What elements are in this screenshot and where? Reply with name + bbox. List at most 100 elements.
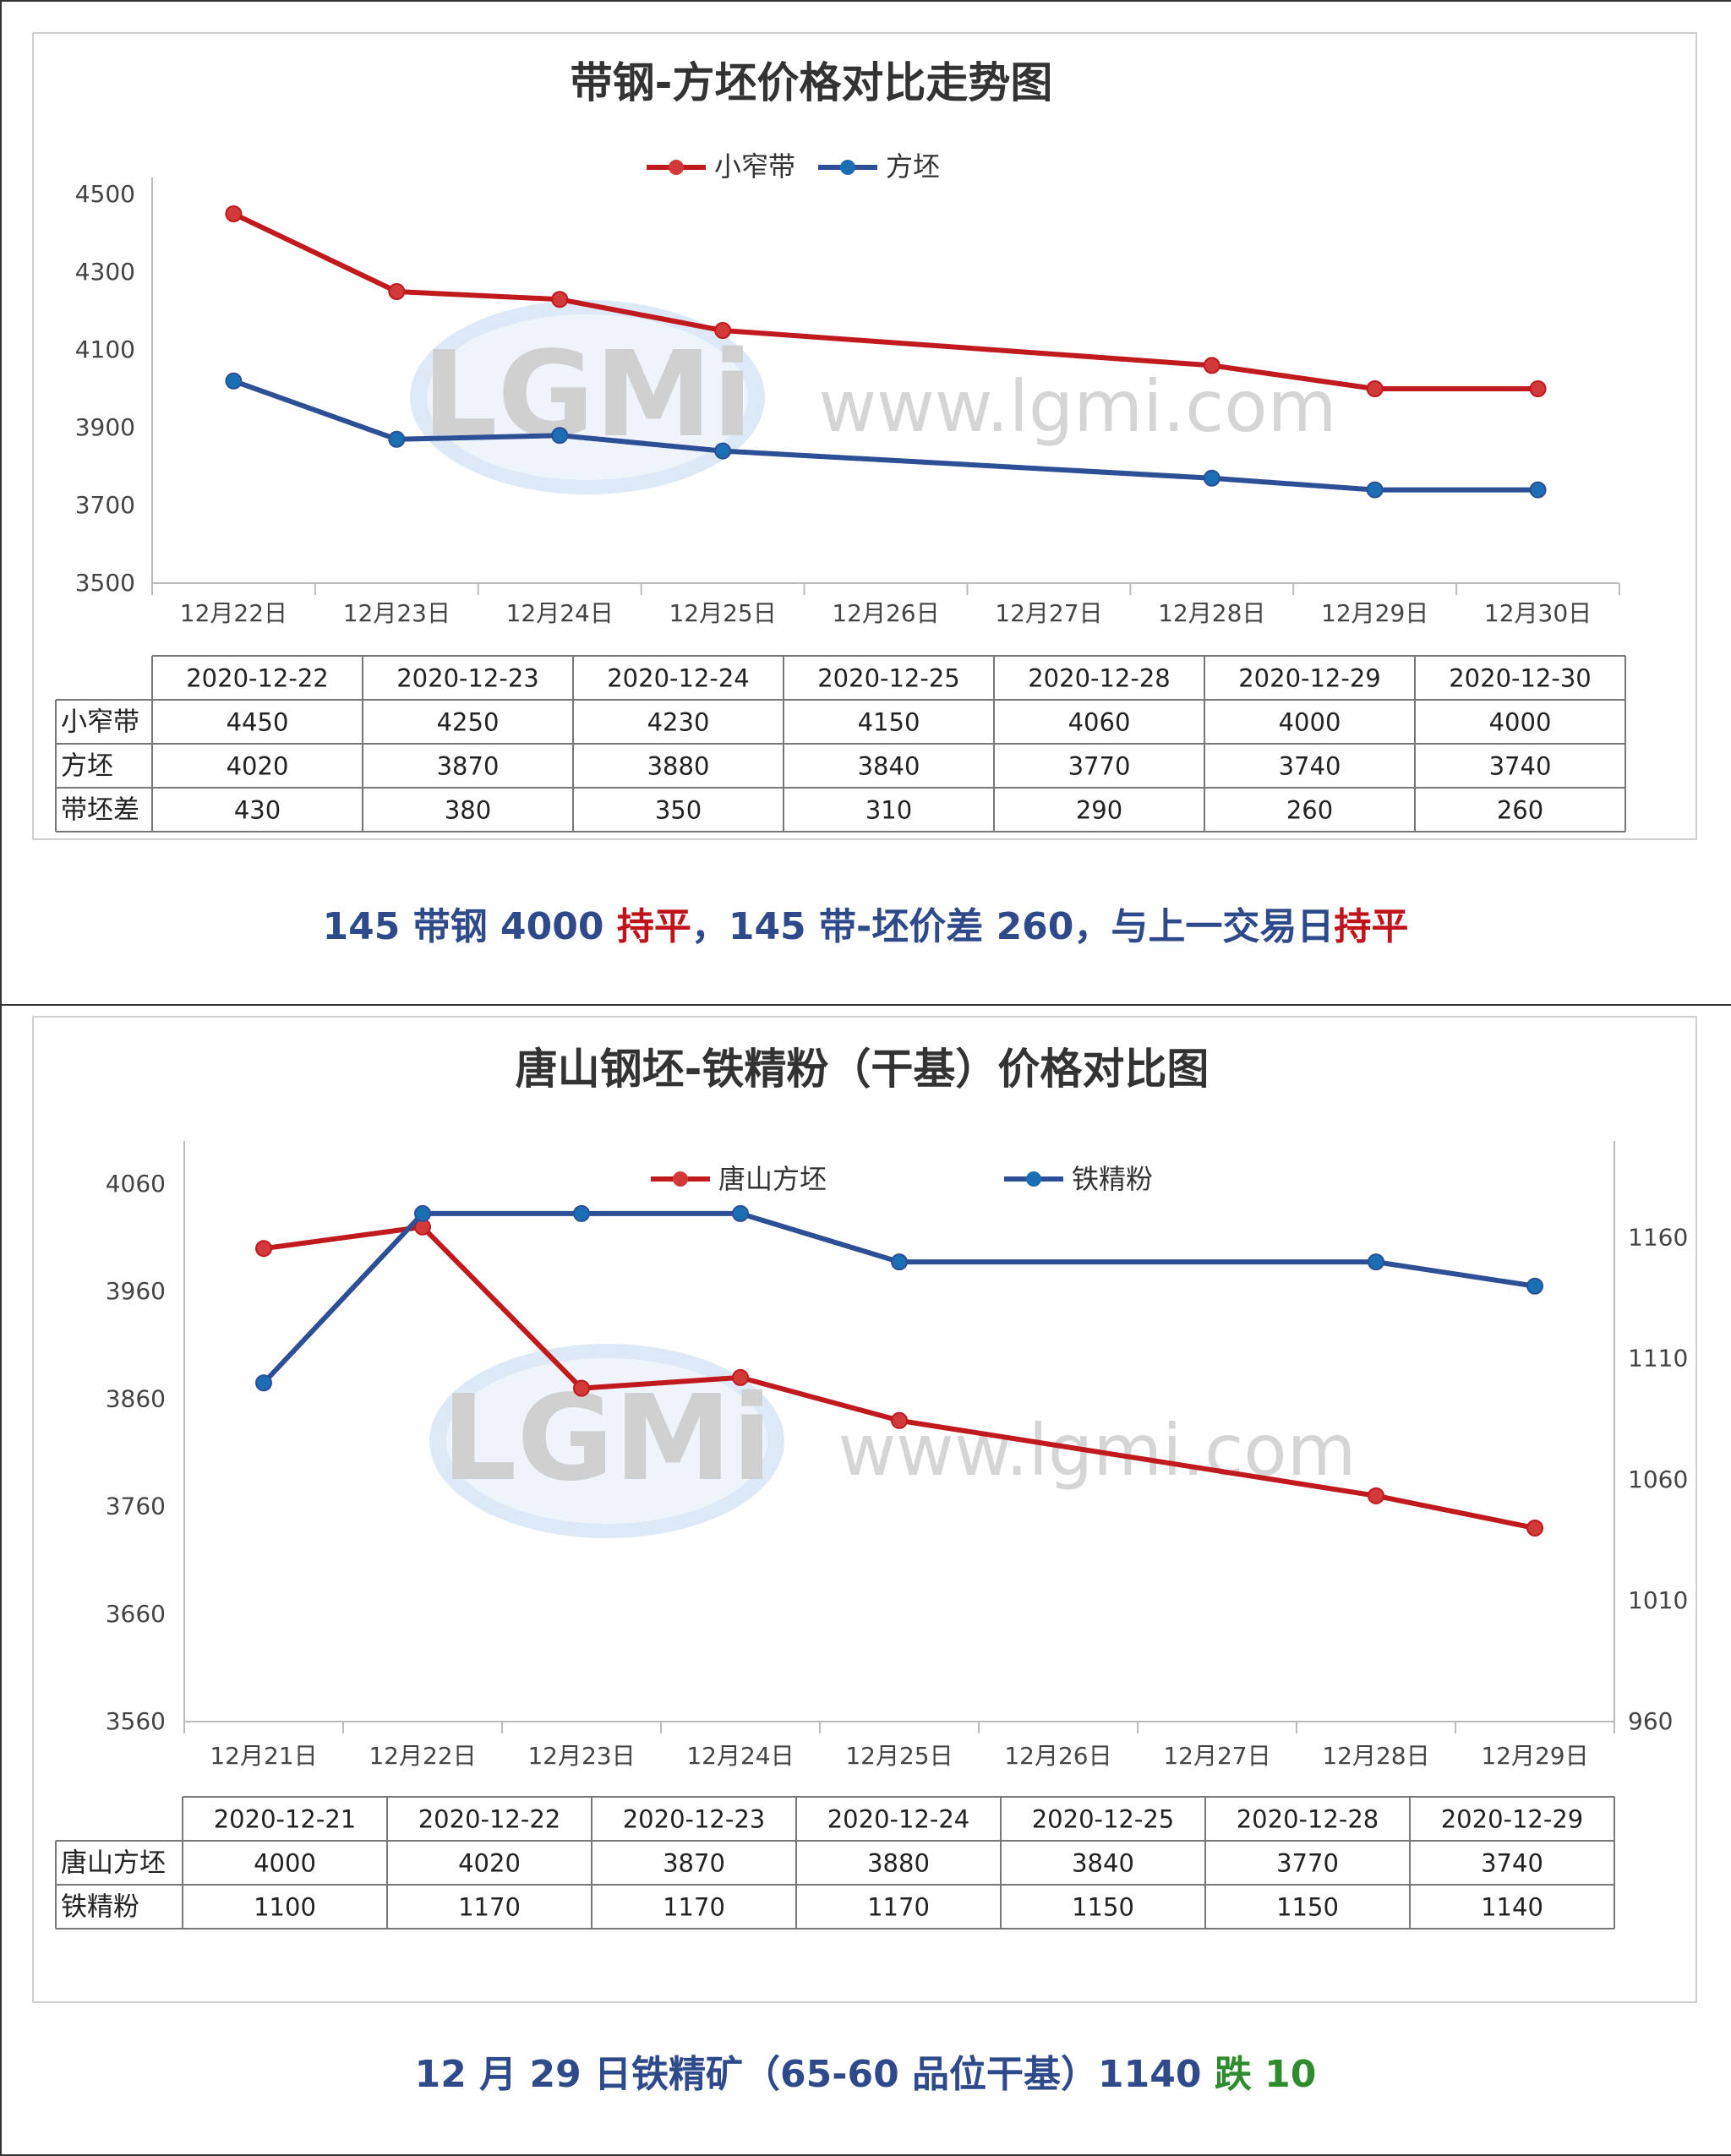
table-cell: 4450 [227,707,289,736]
watermark-url: www.lgmi.com [818,365,1336,448]
table-cell: 3880 [647,751,710,780]
chart2-y-tick: 3860 [106,1384,166,1412]
chart2-series-tiejingfen-point [573,1204,590,1222]
chart2-series-tiejingfen-point [1526,1277,1543,1295]
table-cell: 350 [655,795,702,824]
chart2-legend-label: 铁精粉 [1072,1163,1153,1195]
watermark-logo: LGMi [441,1370,772,1508]
table-cell: 430 [234,795,281,824]
table-row-label: 小窄带 [61,707,139,737]
chart2-y-tick: 3660 [106,1600,166,1628]
chart2-series-tangshan-fangpi-point [891,1411,908,1429]
chart1-y-tick: 3900 [75,413,135,441]
data-table: 2020-12-22 2020-12-23 2020-12-24 2020-12-25… [55,655,1626,832]
chart2-legend-label: 唐山方坯 [718,1163,827,1195]
table-row-label: 带坯差 [61,794,139,825]
chart2-series-tiejingfen-point [891,1253,908,1271]
table-header-cell: 2020-12-29 [1238,663,1381,692]
table-row-label: 唐山方坯 [61,1848,166,1878]
table-cell: 1150 [1276,1892,1339,1921]
chart2-y2-tick: 1060 [1628,1466,1688,1493]
table-cell: 1140 [1481,1892,1543,1921]
chart2-y2-tick: 1160 [1628,1224,1688,1252]
chart2-y2-tick: 960 [1628,1707,1673,1735]
table-cell: 260 [1497,795,1543,824]
table-cell: 380 [445,795,491,824]
data-table: 2020-12-21 2020-12-22 2020-12-23 2020-12-24… [55,1796,1615,1929]
chart2-series-tiejingfen-point [414,1204,431,1222]
chart1-y-tick: 3500 [75,569,135,597]
chart2-series-tangshan-fangpi-point [732,1368,749,1386]
chart1-x-tick: 12月24日 [506,599,614,627]
chart2-x-tick: 12月26日 [1004,1742,1111,1770]
table-cell: 1170 [663,1892,725,1921]
chart1-legend-label: 方坯 [886,150,940,183]
summary2-part2: 跌 10 [1214,2053,1317,2096]
chart1-series-fangpi-point [714,442,732,460]
table-header-cell: 2020-12-28 [1028,663,1171,692]
chart1-legend-marker [840,160,855,175]
table-row-label: 方坯 [61,751,113,781]
table-cell: 3840 [858,751,920,780]
table-cell: 4020 [458,1848,521,1877]
table-cell: 260 [1286,795,1333,824]
chart1-x-tick: 12月29日 [1321,599,1428,627]
chart2-legend-marker [673,1171,688,1187]
table-cell: 1170 [458,1892,521,1921]
chart2-series-tangshan-fangpi-point [573,1379,590,1397]
chart1-series-xiaozhaidai-point [714,322,732,339]
table-cell: 4230 [647,707,710,736]
chart1-series-fangpi-point [1203,469,1220,487]
table-cell: 3740 [1481,1848,1543,1877]
chart2-y2-tick: 1010 [1628,1586,1688,1614]
chart1-legend-marker [669,160,684,175]
table-cell: 1150 [1072,1892,1134,1921]
chart2-x-tick: 12月29日 [1481,1742,1588,1770]
chart1-legend-label: 小窄带 [714,150,795,183]
table-cell: 4020 [227,751,289,780]
table-cell: 3870 [437,751,500,780]
table-cell: 310 [866,795,912,824]
chart1-y-tick: 4500 [75,180,135,208]
summary1-part3: ，145 带-坯价差 260，与上一交易日 [691,905,1335,948]
watermark-ellipse [429,1344,784,1538]
chart1-x-tick: 12月27日 [995,599,1102,627]
chart1-series-fangpi-point [225,372,243,390]
table-header-cell: 2020-12-28 [1237,1804,1379,1833]
chart2-x-tick: 12月28日 [1322,1742,1429,1770]
chart1-series-xiaozhaidai-point [1529,380,1547,397]
chart2-series-tiejingfen-line [261,1210,1536,1385]
chart1-series-fangpi-point [1529,481,1547,499]
chart1-series-xiaozhaidai-point [225,205,243,222]
chart2-series-tiejingfen-point [732,1204,749,1222]
chart1-series-xiaozhaidai-point [388,283,406,300]
chart1-y-tick: 3700 [75,491,135,519]
chart2-y-tick: 3960 [106,1277,166,1305]
watermark: LGMi www.lgmi.com [429,1344,1357,1538]
table-cell: 4150 [858,707,920,736]
table-cell: 1100 [254,1892,316,1921]
chart2-series-tangshan-fangpi-point [1526,1520,1543,1536]
chart1-series-fangpi-point [551,427,569,445]
chart2-summary: 12 月 29 日铁精矿（65-60 品位干基）1140 跌 10 [0,2044,1731,2098]
chart1-x-tick: 12月22日 [180,599,287,627]
table-cell: 3740 [1489,751,1552,780]
chart2-y2-tick: 1110 [1628,1345,1688,1373]
table-header-cell: 2020-12-25 [817,663,960,692]
chart2-panel [32,1016,1697,2003]
table-header-cell: 2020-12-24 [607,663,750,692]
chart2-x-tick: 12月23日 [527,1742,635,1770]
table-cell: 3870 [663,1848,725,1877]
chart1-series-xiaozhaidai-point [1203,357,1220,374]
table-cell: 290 [1076,795,1122,824]
chart2-series-tiejingfen-point [255,1374,272,1392]
chart1-series-fangpi-point [388,430,406,448]
table-cell: 4000 [1489,707,1552,736]
chart1-x-tick: 12月23日 [343,599,450,627]
table-header-cell: 2020-12-24 [827,1804,970,1833]
chart2-series-tiejingfen-point [1368,1253,1384,1271]
table-cell: 3880 [867,1848,930,1877]
chart2-y-tick: 3760 [106,1493,166,1520]
chart1-x-tick: 12月26日 [832,599,939,627]
